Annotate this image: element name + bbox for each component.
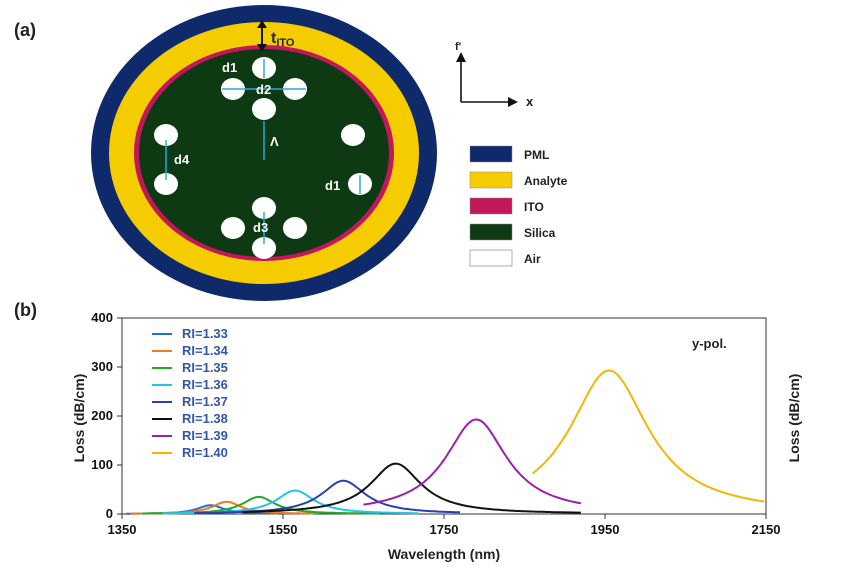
legend-label: RI=1.35 (182, 360, 228, 375)
y-axis-title-left: Loss (dB/cm) (71, 374, 87, 463)
panel-a-label: (a) (14, 20, 36, 40)
legend-label: RI=1.34 (182, 343, 229, 358)
x-tick-label: 2150 (752, 522, 781, 537)
y-tick-label: 300 (91, 359, 113, 374)
legend: RI=1.33 RI=1.34 RI=1.35 RI=1.36 RI=1.37 RI=1.… (152, 326, 229, 460)
series-line (531, 369, 765, 503)
d1-top-label: d1 (222, 60, 237, 75)
air-hole (154, 173, 178, 195)
legend-label: RI=1.36 (182, 377, 228, 392)
thickness-sub: ITO (276, 37, 295, 49)
key-label-pml: PML (524, 148, 549, 162)
series-line (194, 479, 461, 514)
air-hole (252, 98, 276, 120)
air-hole (341, 124, 365, 146)
lambda-label: Λ (270, 134, 279, 149)
thickness-label: tITO (271, 30, 295, 49)
axis-y-label: f' (455, 41, 462, 53)
key-label-analyte: Analyte (524, 174, 568, 188)
key-swatch-pml (469, 145, 513, 163)
series-line (363, 418, 582, 506)
air-hole (252, 197, 276, 219)
y-tick-label: 200 (91, 408, 113, 423)
key-swatch-silica (469, 223, 513, 241)
d2-label: d2 (256, 82, 271, 97)
panel-b-label: (b) (14, 300, 37, 320)
legend-label: RI=1.33 (182, 326, 228, 341)
air-hole (283, 217, 307, 239)
d3-label: d3 (253, 220, 268, 235)
axes-indicator (456, 52, 518, 107)
series-lines (126, 369, 765, 515)
y-ticks: 0 100 200 300 400 (91, 310, 122, 521)
fiber-cross-section: d1 d2 Λ d4 d1 d3 (91, 5, 437, 301)
y-tick-label: 0 (106, 506, 113, 521)
layer-key: PML Analyte ITO Silica Air (469, 145, 568, 267)
y-tick-label: 400 (91, 310, 113, 325)
air-hole (221, 217, 245, 239)
series-line (242, 462, 581, 514)
key-label-ito: ITO (524, 200, 544, 214)
x-tick-label: 1550 (269, 522, 298, 537)
legend-label: RI=1.38 (182, 411, 228, 426)
key-swatch-analyte (469, 171, 513, 189)
d1-right-label: d1 (325, 178, 340, 193)
x-tick-label: 1750 (430, 522, 459, 537)
x-axis-title: Wavelength (nm) (388, 546, 500, 562)
key-swatch-air (469, 249, 513, 267)
key-label-silica: Silica (524, 226, 556, 240)
d4-label: d4 (174, 152, 190, 167)
thickness-indicator: tITO (257, 20, 295, 52)
y-axis-title-right: Loss (dB/cm) (786, 374, 802, 463)
legend-label: RI=1.39 (182, 428, 228, 443)
air-hole (252, 237, 276, 259)
legend-label: RI=1.37 (182, 394, 228, 409)
key-swatch-ito (469, 197, 513, 215)
y-tick-label: 100 (91, 457, 113, 472)
loss-chart: 1350 1550 1750 1950 2150 0 100 200 300 400 RI=1.… (71, 310, 802, 562)
air-hole (154, 124, 178, 146)
x-ticks: 1350 1550 1750 1950 2150 (108, 514, 781, 537)
x-tick-label: 1950 (591, 522, 620, 537)
axis-x-label: x (526, 94, 534, 109)
legend-label: RI=1.40 (182, 445, 228, 460)
thickness-t: t (271, 30, 277, 47)
x-tick-label: 1350 (108, 522, 137, 537)
key-label-air: Air (524, 252, 541, 266)
chart-annotation: y-pol. (692, 336, 727, 351)
